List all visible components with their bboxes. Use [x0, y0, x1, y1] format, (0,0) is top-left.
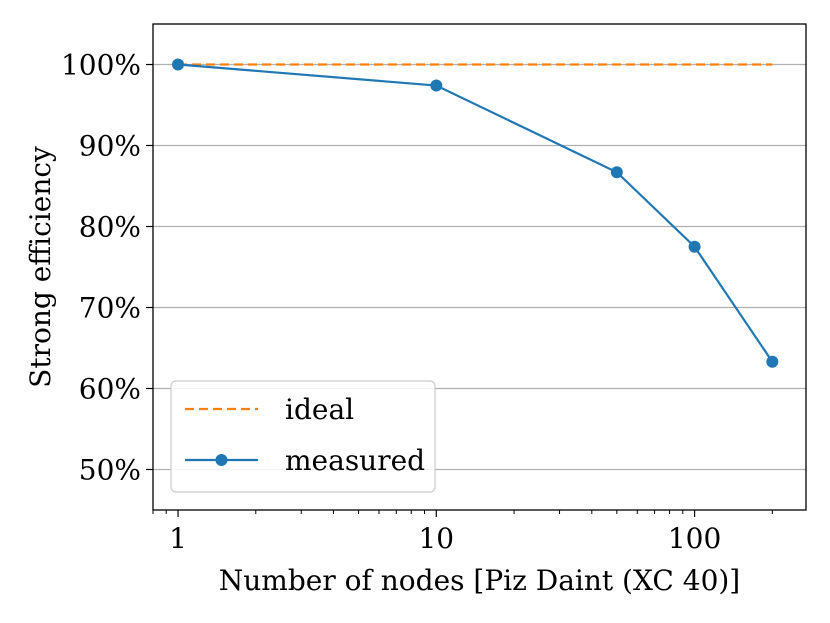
data-point-measured [610, 166, 623, 179]
y-tick-label: 50% [79, 454, 141, 487]
data-point-measured [172, 58, 185, 71]
plot-frame [152, 23, 807, 511]
data-point-measured [430, 79, 443, 92]
legend-ideal-label: ideal [285, 393, 354, 426]
x-tick-label: 1 [169, 522, 187, 555]
y-tick-label: 80% [79, 211, 141, 244]
legend: ideal measured [170, 380, 436, 493]
legend-measured-label: measured [285, 444, 425, 477]
data-point-measured [766, 355, 779, 368]
x-axis-title: Number of nodes [Piz Daint (XC 40)] [219, 564, 740, 597]
y-tick-label: 70% [79, 292, 141, 325]
series-line-measured [177, 63, 774, 363]
axis-ticks [146, 63, 773, 517]
series-layer [172, 58, 779, 368]
x-tick-label: 100 [668, 522, 721, 555]
x-tick-label: 10 [418, 522, 454, 555]
legend-box [170, 380, 436, 493]
y-tick-label: 60% [79, 373, 141, 406]
y-tick-label: 100% [61, 49, 141, 82]
tick-labels: 50% 60% 70% 80% 90% 100% 1 10 100 [61, 49, 721, 556]
y-tick-label: 90% [79, 130, 141, 163]
data-point-measured [688, 240, 701, 253]
legend-measured-marker [215, 454, 228, 466]
y-axis-title: Strong efficiency [24, 146, 57, 388]
